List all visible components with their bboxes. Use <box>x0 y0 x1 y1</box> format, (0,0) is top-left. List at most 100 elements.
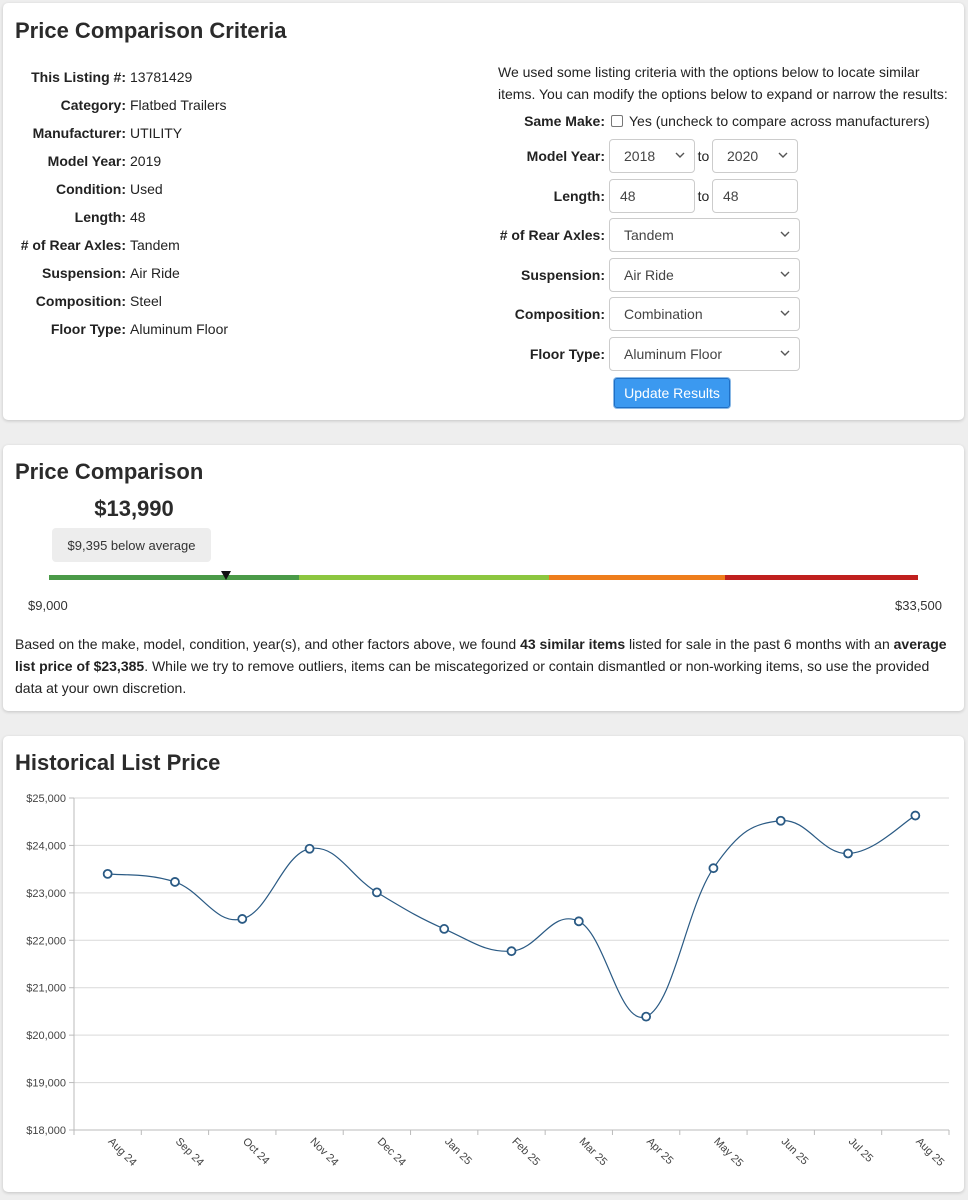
y-tick-label: $20,000 <box>26 1030 66 1042</box>
same-make-row: Same Make: Yes (uncheck to compare acros… <box>498 104 958 138</box>
floor-type-value: Aluminum Floor <box>624 346 723 362</box>
composition-value: Combination <box>624 306 703 322</box>
detail-label: Composition: <box>35 293 126 309</box>
data-point <box>641 1011 652 1022</box>
detail-row: Composition: Steel <box>3 287 483 315</box>
data-point <box>910 810 921 821</box>
floor-type-label: Floor Type: <box>529 346 605 362</box>
rear-axles-select[interactable]: Tandem <box>609 218 800 252</box>
y-tick-label: $21,000 <box>26 983 66 995</box>
x-tick-label: Jul 25 <box>846 1136 875 1165</box>
detail-label: Model Year: <box>47 153 126 169</box>
y-tick-label: $23,000 <box>26 888 66 900</box>
x-tick-label: Jun 25 <box>779 1136 811 1168</box>
criteria-title: Price Comparison Criteria <box>15 18 287 43</box>
historical-price-card: Historical List Price $18,000 $19,000 $20,… <box>3 736 964 1192</box>
summary-text: Based on the make, model, condition, yea… <box>15 636 521 652</box>
x-tick-label: Feb 25 <box>509 1136 542 1169</box>
model-year-from-value: 2018 <box>624 148 656 164</box>
composition-label: Composition: <box>514 306 605 322</box>
below-average-badge: $9,395 below average <box>52 528 211 562</box>
price-range-segment <box>49 575 300 580</box>
historical-title: Historical List Price <box>15 750 221 775</box>
y-tick-label: $24,000 <box>26 840 66 852</box>
data-point <box>843 848 853 859</box>
model-year-to-select[interactable]: 2020 <box>712 139 798 173</box>
x-tick-label: May 25 <box>711 1136 745 1170</box>
detail-label: Floor Type: <box>50 321 126 337</box>
suspension-value: Air Ride <box>624 267 674 283</box>
model-year-row: Model Year: 2018 to 2020 <box>498 139 958 173</box>
length-from-input[interactable]: 48 <box>609 179 695 213</box>
model-year-from-select[interactable]: 2018 <box>609 139 695 173</box>
update-results-button[interactable]: Update Results <box>614 378 730 408</box>
detail-value: Used <box>130 181 163 197</box>
x-tick-label: Aug 24 <box>106 1136 139 1169</box>
data-point <box>304 843 315 854</box>
data-point <box>708 863 719 874</box>
listing-details: This Listing #: 13781429 Category: Flatbed… <box>3 63 483 343</box>
detail-label: Length: <box>74 209 126 225</box>
detail-value: Aluminum Floor <box>130 321 229 337</box>
detail-label: Condition: <box>56 181 126 197</box>
chevron-down-icon <box>780 271 790 277</box>
summary-text: listed for sale in the past 6 months wit… <box>625 636 894 652</box>
model-year-to-text: to <box>697 148 710 164</box>
same-make-checkbox[interactable] <box>611 115 623 127</box>
x-tick-label: Jan 25 <box>442 1136 474 1168</box>
detail-row: # of Rear Axles: Tandem <box>3 231 483 259</box>
x-tick-label: Apr 25 <box>644 1136 675 1167</box>
x-tick-label: Nov 24 <box>307 1136 340 1169</box>
data-point <box>775 815 786 826</box>
summary-average-price: average list price of $23,385 <box>15 636 947 674</box>
chevron-down-icon <box>780 231 790 237</box>
detail-value: 48 <box>130 209 146 225</box>
rear-axles-row: # of Rear Axles: Tandem <box>498 218 958 252</box>
price-marker-icon <box>220 571 231 580</box>
chevron-down-icon <box>675 152 685 158</box>
chevron-down-icon <box>778 152 788 158</box>
composition-row: Composition: Combination <box>498 297 958 331</box>
detail-row: Condition: Used <box>3 175 483 203</box>
range-max-label: $33,500 <box>895 598 942 613</box>
detail-value: Flatbed Trailers <box>130 97 227 113</box>
summary-similar-items: 43 similar items <box>520 636 626 652</box>
detail-row: Category: Flatbed Trailers <box>3 91 483 119</box>
data-point <box>170 877 180 887</box>
x-tick-label: Mar 25 <box>577 1136 610 1169</box>
model-year-label: Model Year: <box>526 148 605 164</box>
detail-row: Floor Type: Aluminum Floor <box>3 315 483 343</box>
detail-value: Tandem <box>130 237 180 253</box>
length-to-text: to <box>697 188 710 204</box>
detail-value: 2019 <box>130 153 162 169</box>
suspension-label: Suspension: <box>520 267 605 283</box>
detail-label: This Listing #: <box>31 69 126 85</box>
range-min-label: $9,000 <box>28 598 68 613</box>
length-label: Length: <box>553 188 605 204</box>
y-tick-label: $19,000 <box>26 1078 66 1090</box>
model-year-to-value: 2020 <box>727 148 759 164</box>
detail-label: Category: <box>60 97 126 113</box>
detail-value: UTILITY <box>130 125 183 141</box>
composition-select[interactable]: Combination <box>609 297 800 331</box>
comparison-summary: Based on the make, model, condition, yea… <box>15 633 955 699</box>
suspension-select[interactable]: Air Ride <box>609 258 800 292</box>
data-point <box>371 887 382 898</box>
floor-type-select[interactable]: Aluminum Floor <box>609 337 800 371</box>
criteria-intro: We used some listing criteria with the o… <box>498 64 948 102</box>
criteria-card: Price Comparison Criteria This Listing #… <box>3 3 964 420</box>
price-range-segment <box>549 575 725 580</box>
comparison-title: Price Comparison <box>15 459 204 484</box>
detail-value: Air Ride <box>130 265 180 281</box>
historical-price-chart: $18,000 $19,000 $20,000 $21,000 $22,000 $23,0… <box>26 793 950 1170</box>
length-to-input[interactable]: 48 <box>712 179 798 213</box>
chevron-down-icon <box>780 350 790 356</box>
y-tick-label: $25,000 <box>26 793 66 805</box>
length-row: Length: 48 to 48 <box>498 179 958 213</box>
data-point <box>102 868 113 879</box>
detail-label: # of Rear Axles: <box>20 237 126 253</box>
detail-label: Suspension: <box>41 265 126 281</box>
price-range-segment <box>299 575 550 580</box>
summary-text: . While we try to remove outliers, items… <box>15 658 930 696</box>
x-tick-label: Sep 24 <box>173 1136 206 1169</box>
